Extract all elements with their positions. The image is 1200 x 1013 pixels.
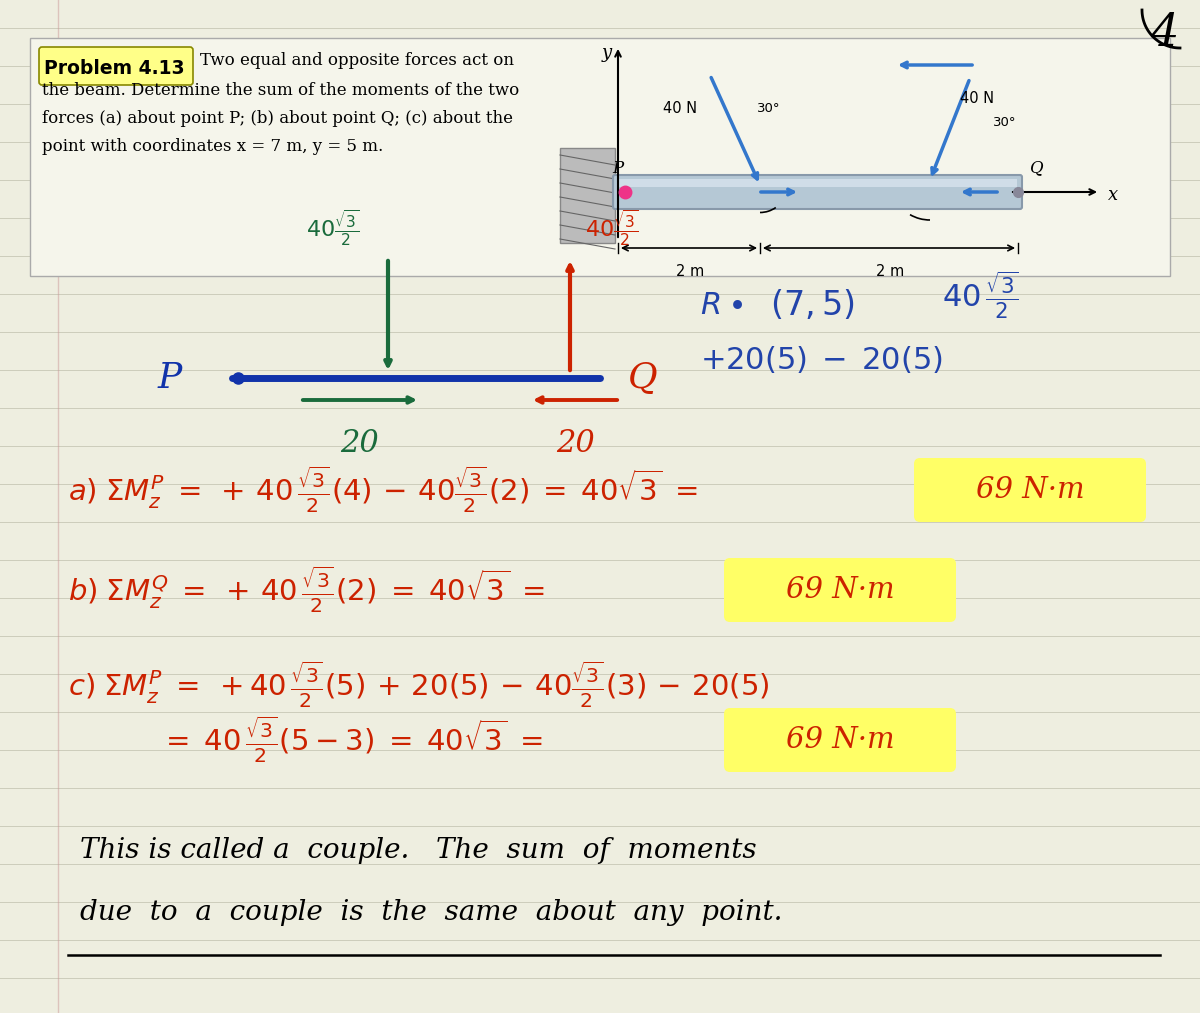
Text: y: y — [602, 44, 612, 62]
Text: 30°: 30° — [757, 101, 780, 114]
Text: $40\,\frac{\sqrt{3}}{2}$: $40\,\frac{\sqrt{3}}{2}$ — [942, 269, 1019, 321]
Text: due  to  a  couple  is  the  same  about  any  point.: due to a couple is the same about any po… — [80, 899, 782, 926]
Bar — [560, 148, 616, 243]
Text: x: x — [1108, 186, 1118, 204]
Text: 69 N·m: 69 N·m — [786, 576, 894, 604]
Text: P: P — [612, 159, 624, 176]
Text: 40 N: 40 N — [960, 90, 994, 105]
Text: 2 m: 2 m — [676, 264, 704, 279]
Text: $+20(5)\;-\;20(5)$: $+20(5)\;-\;20(5)$ — [700, 344, 943, 376]
Text: $40\frac{\sqrt{3}}{2}$: $40\frac{\sqrt{3}}{2}$ — [306, 209, 360, 248]
FancyBboxPatch shape — [914, 458, 1146, 522]
Text: point with coordinates x = 7 m, y = 5 m.: point with coordinates x = 7 m, y = 5 m. — [42, 138, 383, 155]
Text: 4: 4 — [1150, 12, 1178, 55]
FancyBboxPatch shape — [724, 558, 956, 622]
Text: 40 N: 40 N — [662, 100, 697, 115]
Text: P: P — [158, 361, 182, 395]
Text: $(7,5)$: $(7,5)$ — [770, 288, 854, 322]
Text: $R\bullet$: $R\bullet$ — [700, 290, 743, 320]
Text: Two equal and opposite forces act on: Two equal and opposite forces act on — [200, 52, 514, 69]
Bar — [618, 179, 1018, 187]
Text: Q: Q — [1030, 159, 1044, 176]
Text: the beam. Determine the sum of the moments of the two: the beam. Determine the sum of the momen… — [42, 81, 520, 98]
FancyBboxPatch shape — [724, 708, 956, 772]
Text: 69 N·m: 69 N·m — [786, 726, 894, 754]
Text: $b)\;\Sigma M_z^Q\;=\;+\,40\,\frac{\sqrt{3}}{2}(2)\;=\;40\sqrt{3}\;=$: $b)\;\Sigma M_z^Q\;=\;+\,40\,\frac{\sqrt… — [68, 565, 545, 615]
FancyBboxPatch shape — [30, 38, 1170, 276]
Text: 20: 20 — [556, 428, 594, 459]
Text: 20: 20 — [341, 428, 379, 459]
Text: forces (a) about point P; (b) about point Q; (c) about the: forces (a) about point P; (b) about poin… — [42, 109, 514, 127]
Text: 2 m: 2 m — [876, 264, 904, 279]
Text: $40\frac{\sqrt{3}}{2}$: $40\frac{\sqrt{3}}{2}$ — [586, 209, 638, 248]
Text: Q: Q — [628, 361, 658, 395]
Text: 69 N·m: 69 N·m — [976, 476, 1085, 504]
Text: This is called a  couple.   The  sum  of  moments: This is called a couple. The sum of mome… — [80, 837, 757, 863]
FancyBboxPatch shape — [38, 47, 193, 85]
FancyBboxPatch shape — [613, 175, 1022, 209]
Text: $a)\;\Sigma M_z^P\;=\;+\,40\,\frac{\sqrt{3}}{2}(4)\,-\,40\frac{\sqrt{3}}{2}(2)\;: $a)\;\Sigma M_z^P\;=\;+\,40\,\frac{\sqrt… — [68, 465, 697, 515]
Text: Problem 4.13: Problem 4.13 — [44, 59, 185, 78]
Text: $=\;40\,\frac{\sqrt{3}}{2}(5-3)\;=\;40\sqrt{3}\;=$: $=\;40\,\frac{\sqrt{3}}{2}(5-3)\;=\;40\s… — [160, 715, 542, 765]
Text: 30°: 30° — [994, 115, 1016, 129]
Text: $c)\;\Sigma M_z^P\;=\;+40\,\frac{\sqrt{3}}{2}(5)\,+\,20(5)\,-\,40\frac{\sqrt{3}}: $c)\;\Sigma M_z^P\;=\;+40\,\frac{\sqrt{3… — [68, 660, 769, 710]
